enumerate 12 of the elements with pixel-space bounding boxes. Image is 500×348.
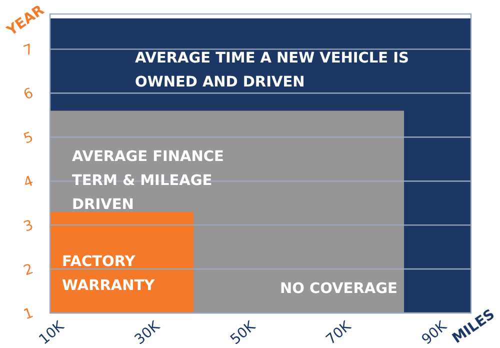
y-tick-label: 2 xyxy=(22,261,36,280)
y-tick-label: 1 xyxy=(22,305,36,324)
series-label: FACTORY WARRANTY xyxy=(62,254,156,294)
y-tick-label: 4 xyxy=(22,173,36,192)
y-tick-label: 7 xyxy=(22,41,36,60)
annotation: NO COVERAGE xyxy=(280,281,398,297)
x-tick-label: 70K xyxy=(323,318,355,348)
y-tick-label: 5 xyxy=(22,129,36,148)
y-tick-label: 3 xyxy=(22,217,36,236)
series-label: AVERAGE TIME A NEW VEHICLE IS OWNED AND DRIVEN xyxy=(135,50,409,91)
y-tick-label: 6 xyxy=(22,85,36,104)
series-label: AVERAGE FINANCE TERM & MILEAGE DRIVEN xyxy=(72,149,224,214)
